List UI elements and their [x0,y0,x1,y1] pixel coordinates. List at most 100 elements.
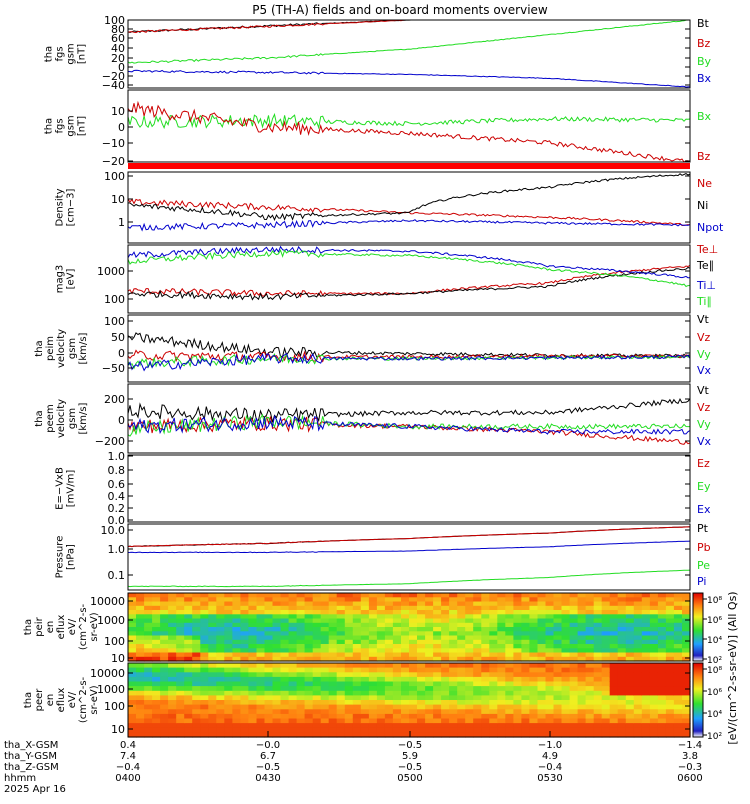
spectrogram-cell [312,663,322,669]
spectrogram-cell [585,601,595,607]
spectrogram-cell [601,718,611,724]
spectrogram-cell [569,700,579,706]
spectrogram-cell [497,644,506,649]
spectrogram-cell [392,631,402,637]
spectrogram-cell [288,635,298,641]
spectrogram-cell [601,639,611,645]
spectrogram-cell [272,732,282,738]
spectrogram-cell [296,610,306,615]
spectrogram-cell [561,704,571,710]
spectrogram-cell [328,663,338,669]
series-line-Ti∥ [127,249,691,288]
spectrogram-cell [585,627,595,632]
spectrogram-cell [433,639,442,645]
spectrogram-cell [569,713,579,720]
spectrogram-cell [657,605,667,611]
x-row-label: tha_X-GSM [4,740,58,751]
spectrogram-cell [553,656,563,662]
spectrogram-cell [593,639,603,645]
spectrogram-cell [649,690,659,696]
spectrogram-cell [336,681,346,687]
spectrogram-cell [569,676,579,683]
spectrogram-cell [296,690,306,696]
spectrogram-cell [288,639,298,645]
spectrogram-cell [320,614,330,620]
spectrogram-cell [136,681,145,687]
spectrogram-cell [128,597,137,603]
spectrogram-cell [473,709,482,715]
spectrogram-cell [449,690,458,696]
spectrogram-cell [360,644,370,649]
spectrogram-cell [601,681,611,687]
spectrogram-cell [401,601,410,607]
spectrogram-cell [489,663,498,669]
spectrogram-cell [593,610,603,615]
spectrogram-cell [641,718,651,724]
spectrogram-cell [376,686,386,692]
spectrogram-cell [513,700,522,706]
x-tick-label: 0430 [255,773,280,784]
spectrogram-cell [344,718,354,724]
panel-frame-p8 [127,523,691,591]
spectrogram-cell [641,618,651,624]
spectrogram-cell [529,718,538,724]
spectrogram-cell [649,622,659,628]
spectrogram-cell [457,644,466,649]
spectrogram-cell [409,610,418,615]
spectrogram-cell [312,610,322,615]
spectrogram-cell [633,667,643,673]
spectrogram-cell [465,639,474,645]
spectrogram-cell [240,656,249,662]
spectrogram-cell [368,667,378,673]
spectrogram-cell [336,713,346,720]
spectrogram-cell [513,732,522,738]
spectrogram-cell [521,695,530,701]
spectrogram-cell [296,686,306,692]
spectrogram-cell [392,681,402,687]
spectrogram-cell [288,593,298,598]
spectrogram-cell [497,601,506,607]
spectrogram-cell [128,631,137,637]
spectrogram-cell [288,723,298,729]
spectrogram-cell [152,648,161,654]
spectrogram-cell [256,681,266,687]
spectrogram-cell [682,597,691,603]
spectrogram-cell [232,610,241,615]
spectrogram-cell [192,635,201,641]
spectrogram-cell [328,635,338,641]
spectrogram-cell [312,605,322,611]
spectrogram-cell [176,672,185,678]
y-tick-label: −200 [95,435,125,448]
spectrogram-cell [529,690,538,696]
spectrogram-cell [449,635,458,641]
spectrogram-cell [144,593,153,598]
spectrogram-cell [425,614,434,620]
spectrogram-cell [232,686,241,692]
spectrogram-cell [409,686,418,692]
spectrogram-cell [529,713,538,720]
spectrogram-cell [577,672,587,678]
spectrogram-cell [449,656,458,662]
spectrogram-cell [152,713,161,720]
spectrogram-cell [649,627,659,632]
spectrogram-cell [376,656,386,662]
spectrogram-cell [176,700,185,706]
spectrogram-cell [473,663,482,669]
spectrogram-cell [449,601,458,607]
spectrogram-cell [216,690,225,696]
spectrogram-cell [649,700,659,706]
spectrogram-cell [352,704,362,710]
spectrogram-cell [352,672,362,678]
spectrogram-cell [417,672,426,678]
spectrogram-cell [545,631,555,637]
spectrogram-cell [641,610,651,615]
spectrogram-cell [617,631,627,637]
spectrogram-cell [184,648,193,654]
spectrogram-cell [208,605,217,611]
spectrogram-cell [368,614,378,620]
spectrogram-cell [625,704,635,710]
spectrogram-cell [417,709,426,715]
spectrogram-cell [561,635,571,641]
spectrogram-cell [192,618,201,624]
